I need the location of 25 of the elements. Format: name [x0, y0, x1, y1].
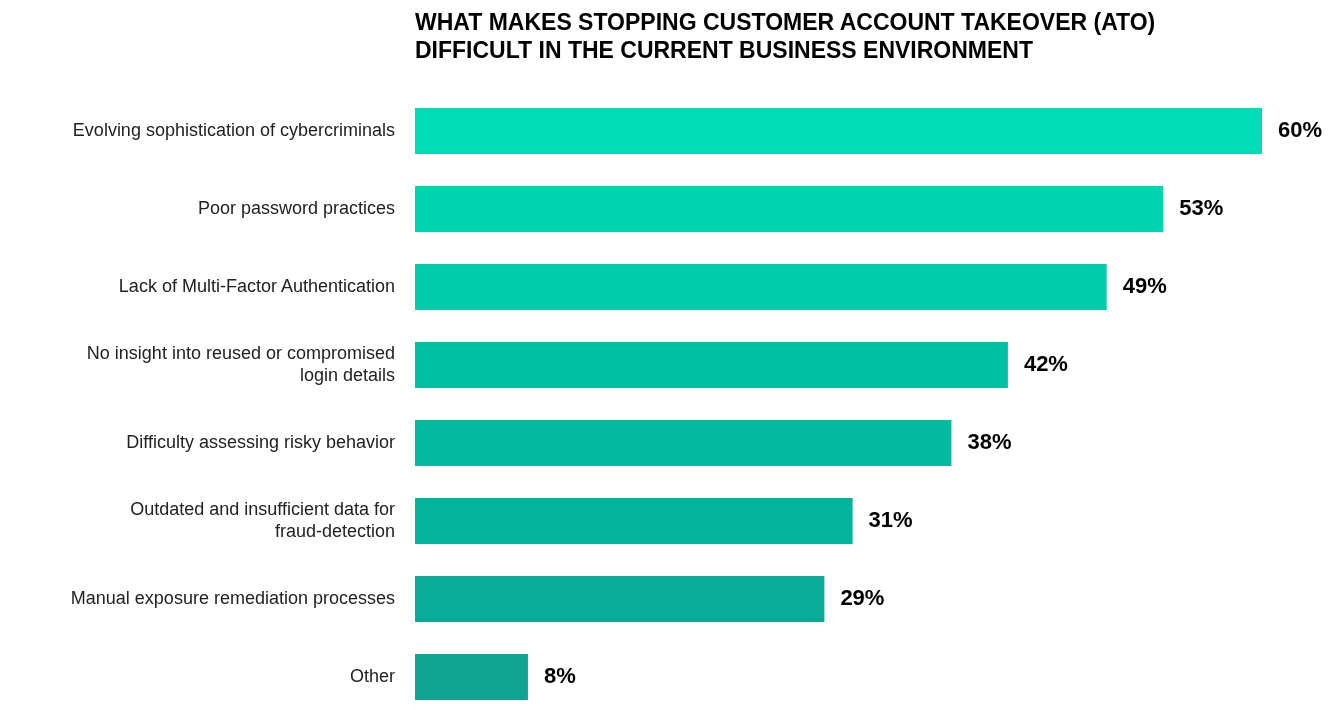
- bar: [415, 576, 825, 622]
- y-tick-label: Other: [349, 665, 395, 686]
- bar: [415, 108, 1262, 154]
- y-tick-label: Outdated and insufficient data for fraud-detection: [130, 498, 395, 541]
- data-label: 53%: [1179, 194, 1224, 220]
- data-label: 29%: [840, 584, 885, 610]
- bar: [415, 420, 952, 466]
- bar: [415, 498, 853, 544]
- y-tick-label: No insight into reused or compromised login details: [86, 342, 395, 385]
- bar: [415, 654, 528, 700]
- data-label: 8%: [543, 662, 576, 688]
- y-tick-label: Poor password practices: [197, 197, 395, 218]
- chart-title: WHAT MAKES STOPPING CUSTOMER ACCOUNT TAKEOVER (ATO) DIFFICULT IN THE CURRENT BUSINESS ENVIRONMENT: [415, 9, 1156, 63]
- bar: [415, 186, 1164, 232]
- data-label: 42%: [1023, 350, 1068, 376]
- data-label: 49%: [1122, 272, 1167, 298]
- bar: [415, 264, 1107, 310]
- bar: [415, 342, 1008, 388]
- y-tick-label: Manual exposure remediation processes: [70, 587, 395, 608]
- data-label: 31%: [868, 506, 913, 532]
- data-label: 38%: [967, 428, 1012, 454]
- y-tick-label: Lack of Multi-Factor Authentication: [118, 275, 395, 296]
- data-label: 60%: [1278, 116, 1323, 142]
- y-tick-label: Evolving sophistication of cybercriminals: [72, 119, 395, 140]
- y-tick-label: Difficulty assessing risky behavior: [126, 431, 395, 452]
